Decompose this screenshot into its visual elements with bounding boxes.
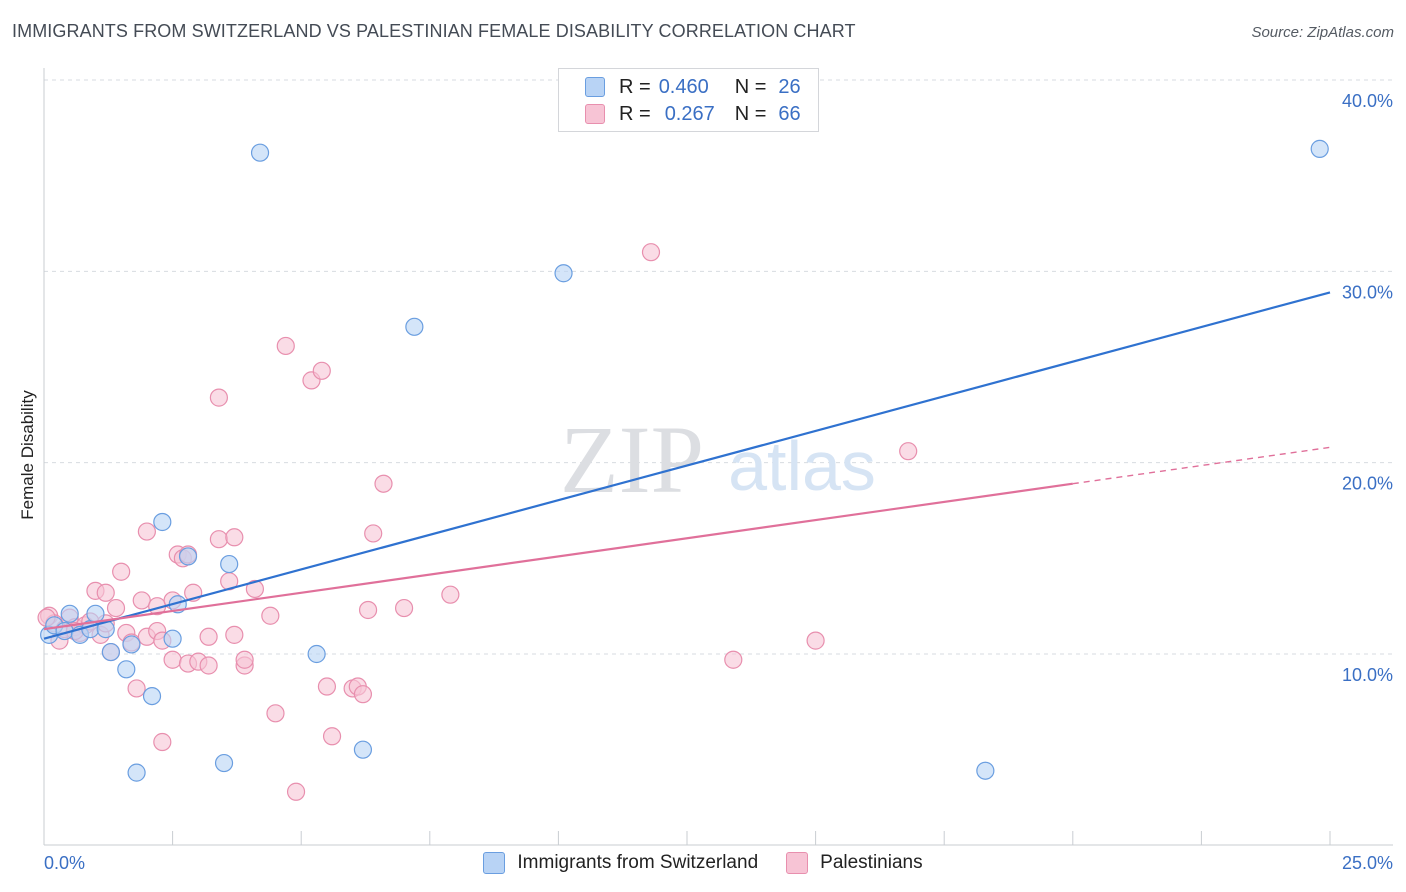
watermark-atlas: atlas bbox=[728, 427, 876, 505]
swatch-palestinians bbox=[585, 104, 605, 124]
point-palestinians bbox=[374, 474, 393, 493]
source-label: Source: ZipAtlas.com bbox=[1251, 24, 1394, 41]
point-switzerland bbox=[554, 264, 573, 283]
point-switzerland bbox=[86, 604, 105, 623]
trend-line-palestinians bbox=[43, 482, 1073, 631]
point-switzerland bbox=[60, 604, 79, 623]
legend-stats-row-switzerland: R = 0.460 N = 26 bbox=[585, 75, 801, 99]
point-palestinians bbox=[209, 388, 228, 407]
point-switzerland bbox=[117, 660, 136, 679]
point-switzerland bbox=[405, 317, 424, 336]
watermark-zip: ZIP bbox=[560, 406, 704, 513]
point-switzerland bbox=[307, 644, 326, 664]
point-switzerland bbox=[178, 547, 198, 566]
y-tick-label: 30.0% bbox=[1342, 282, 1393, 302]
x-tick-label-max: 25.0% bbox=[1342, 853, 1393, 873]
point-palestinians bbox=[245, 579, 265, 599]
point-switzerland bbox=[142, 686, 162, 706]
point-palestinians bbox=[132, 591, 151, 610]
point-palestinians bbox=[137, 522, 156, 541]
point-switzerland bbox=[1310, 139, 1329, 158]
point-switzerland bbox=[153, 512, 172, 532]
legend-stats-row-palestinians: R = 0.267 N = 66 bbox=[585, 102, 801, 126]
point-palestinians bbox=[441, 585, 460, 604]
point-palestinians bbox=[225, 528, 244, 547]
point-switzerland bbox=[976, 761, 995, 780]
point-palestinians bbox=[127, 679, 146, 698]
trend-line-switzerland bbox=[43, 291, 1331, 640]
series-palestinians-points bbox=[37, 243, 918, 801]
legend-label-switzerland: Immigrants from Switzerland bbox=[517, 852, 759, 873]
r-value: 0.267 bbox=[664, 102, 715, 125]
point-palestinians bbox=[317, 677, 337, 696]
y-tick-label: 20.0% bbox=[1342, 474, 1393, 494]
gridlines bbox=[44, 79, 1393, 655]
legend-stats: R = 0.460 N = 26 R = 0.267 N = 66 bbox=[558, 68, 819, 132]
point-palestinians bbox=[235, 650, 254, 669]
point-switzerland bbox=[250, 143, 270, 162]
point-switzerland bbox=[214, 753, 234, 773]
n-value: 66 bbox=[778, 102, 801, 125]
point-palestinians bbox=[322, 727, 342, 746]
point-switzerland bbox=[122, 635, 141, 654]
point-palestinians bbox=[724, 650, 743, 669]
legend-label-palestinians: Palestinians bbox=[820, 852, 923, 873]
n-value: 26 bbox=[778, 75, 801, 98]
point-switzerland bbox=[101, 642, 120, 662]
point-palestinians bbox=[163, 650, 182, 669]
x-tick-label-min: 0.0% bbox=[44, 853, 85, 873]
point-palestinians bbox=[209, 530, 228, 549]
point-switzerland bbox=[220, 554, 239, 574]
r-label: R = bbox=[619, 102, 651, 125]
legend-swatch-palestinians bbox=[786, 852, 809, 874]
point-palestinians bbox=[112, 562, 131, 581]
legend-series: Immigrants from Switzerland Palestinians bbox=[0, 852, 1406, 874]
series-switzerland-points bbox=[40, 139, 1329, 782]
legend-item-switzerland[interactable]: Immigrants from Switzerland bbox=[483, 852, 758, 874]
point-palestinians bbox=[225, 625, 244, 644]
point-palestinians bbox=[394, 598, 414, 618]
point-palestinians bbox=[266, 704, 285, 723]
point-palestinians bbox=[899, 442, 918, 461]
legend-item-palestinians[interactable]: Palestinians bbox=[786, 852, 923, 874]
point-palestinians bbox=[312, 361, 331, 380]
y-tick-label: 40.0% bbox=[1342, 91, 1393, 111]
r-value: 0.460 bbox=[658, 75, 709, 98]
point-palestinians bbox=[199, 627, 218, 646]
point-switzerland bbox=[353, 740, 373, 759]
point-palestinians bbox=[276, 336, 295, 356]
trend-line-extension-palestinians bbox=[1072, 446, 1331, 485]
point-palestinians bbox=[96, 583, 115, 602]
point-switzerland bbox=[163, 629, 182, 648]
tick-labels: 10.0% 20.0% 30.0% 40.0% 0.0% 25.0% bbox=[44, 91, 1393, 873]
legend-swatch-switzerland bbox=[483, 852, 506, 874]
point-switzerland bbox=[127, 763, 146, 782]
point-palestinians bbox=[199, 656, 218, 675]
n-label: N = bbox=[734, 75, 767, 98]
point-palestinians bbox=[358, 600, 378, 620]
point-palestinians bbox=[261, 606, 280, 625]
point-palestinians bbox=[153, 732, 172, 752]
n-label: N = bbox=[734, 102, 767, 125]
point-palestinians bbox=[364, 524, 383, 543]
watermark: ZIP atlas bbox=[560, 406, 876, 513]
point-palestinians bbox=[353, 685, 373, 704]
trend-lines bbox=[43, 291, 1331, 640]
point-palestinians bbox=[806, 631, 825, 650]
axes bbox=[43, 68, 1393, 846]
r-label: R = bbox=[619, 75, 651, 98]
y-tick-label: 10.0% bbox=[1342, 665, 1393, 685]
swatch-switzerland bbox=[585, 77, 605, 97]
point-palestinians bbox=[641, 243, 661, 262]
point-palestinians bbox=[286, 782, 306, 801]
point-palestinians bbox=[106, 598, 126, 618]
chart-title: IMMIGRANTS FROM SWITZERLAND VS PALESTINI… bbox=[12, 21, 856, 41]
